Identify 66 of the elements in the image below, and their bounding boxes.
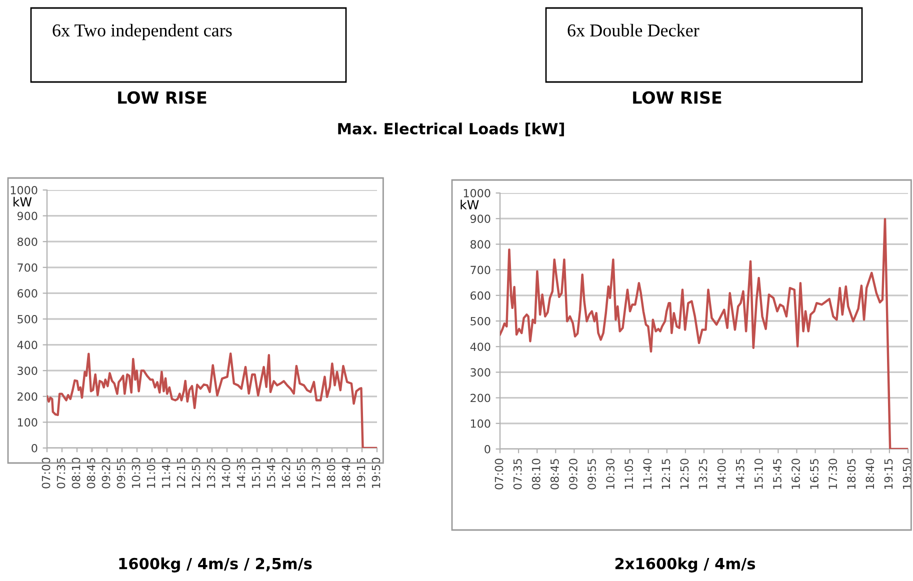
x-tick-label: 08:10: [532, 458, 540, 490]
y-tick-label: 300: [18, 366, 38, 375]
x-tick-label: 16:20: [792, 458, 800, 489]
x-tick-label: 17:30: [828, 458, 838, 489]
y-tick-label: 1000: [464, 188, 490, 198]
x-tick-label: 14:00: [717, 458, 726, 489]
x-tick-label: 07:00: [494, 458, 504, 490]
y-tick-label: 400: [470, 342, 490, 351]
x-tick-label: 12:15: [662, 459, 670, 489]
x-tick-label: 12:50: [680, 458, 689, 489]
y-tick-label: 500: [470, 316, 490, 326]
x-tick-label: 16:55: [296, 458, 306, 488]
x-tick-label: 09:20: [102, 458, 110, 488]
y-tick-label: 100: [18, 418, 38, 427]
y-tick-label: 100: [470, 419, 490, 428]
text: Max. Electrical Loads [kW]: [338, 122, 564, 136]
x-tick-label: 18:05: [847, 459, 856, 489]
x-tick-label: 15:10: [754, 458, 763, 489]
x-tick-label: 14:35: [736, 459, 744, 489]
x-tick-label: 18:05: [326, 458, 336, 488]
y-tick-label: 800: [18, 238, 38, 246]
x-tick-label: 19:15: [356, 458, 366, 488]
x-tick-label: 09:55: [588, 459, 596, 490]
y-tick-label: 600: [470, 291, 490, 300]
x-tick-label: 13:25: [698, 459, 708, 489]
y-tick-label: 500: [18, 314, 38, 324]
y-axis-title: kW: [14, 196, 32, 206]
y-tick-label: 900: [17, 212, 38, 220]
y-tick-label: 200: [470, 394, 490, 402]
y-tick-label: 700: [470, 266, 490, 274]
y-tick-label: 1000: [10, 186, 38, 194]
x-tick-label: 11:40: [643, 458, 652, 489]
x-tick-label: 07:35: [513, 459, 522, 490]
x-tick-label: 18:40: [866, 458, 874, 489]
chart-title: 6x Double Decker: [568, 24, 700, 37]
chart-subtitle: LOW RISE: [633, 91, 722, 104]
y-tick-label: 200: [18, 392, 38, 401]
y-axis-title: kW: [460, 200, 479, 210]
chart-title: 6x Two independent cars: [52, 24, 232, 40]
y-tick-label: 300: [470, 368, 490, 377]
y-tick-label: 700: [18, 263, 38, 272]
y-tick-label: 800: [470, 240, 490, 249]
x-tick-label: 12:15: [176, 458, 186, 488]
y-tick-label: 0: [32, 444, 38, 452]
x-tick-label: 10:30: [606, 458, 614, 489]
x-tick-label: 14:35: [236, 458, 246, 488]
text: 2x1600kg / 4m/s: [615, 558, 756, 572]
chart-subtitle: LOW RISE: [118, 91, 206, 104]
x-tick-label: 19:15: [884, 459, 893, 489]
x-tick-label: 14:00: [222, 458, 230, 488]
x-tick-label: 08:45: [550, 459, 559, 490]
x-tick-label: 08:45: [86, 458, 96, 488]
text: 1600kg / 4m/s / 2,5m/s: [119, 558, 312, 572]
x-tick-label: 15:45: [266, 458, 276, 488]
y-tick-label: 600: [18, 289, 38, 298]
x-tick-label: 11:05: [146, 458, 156, 488]
y-tick-label: 900: [470, 214, 490, 223]
x-tick-label: 15:45: [773, 459, 782, 489]
x-tick-label: 16:55: [810, 459, 818, 489]
x-tick-label: 09:20: [569, 458, 578, 490]
x-tick-label: 11:05: [624, 459, 634, 489]
x-tick-label: 09:55: [116, 458, 126, 488]
x-tick-label: 13:25: [206, 458, 216, 488]
y-tick-label: 0: [484, 444, 490, 454]
y-tick-label: 400: [17, 340, 38, 350]
x-tick-label: 07:35: [56, 458, 66, 488]
